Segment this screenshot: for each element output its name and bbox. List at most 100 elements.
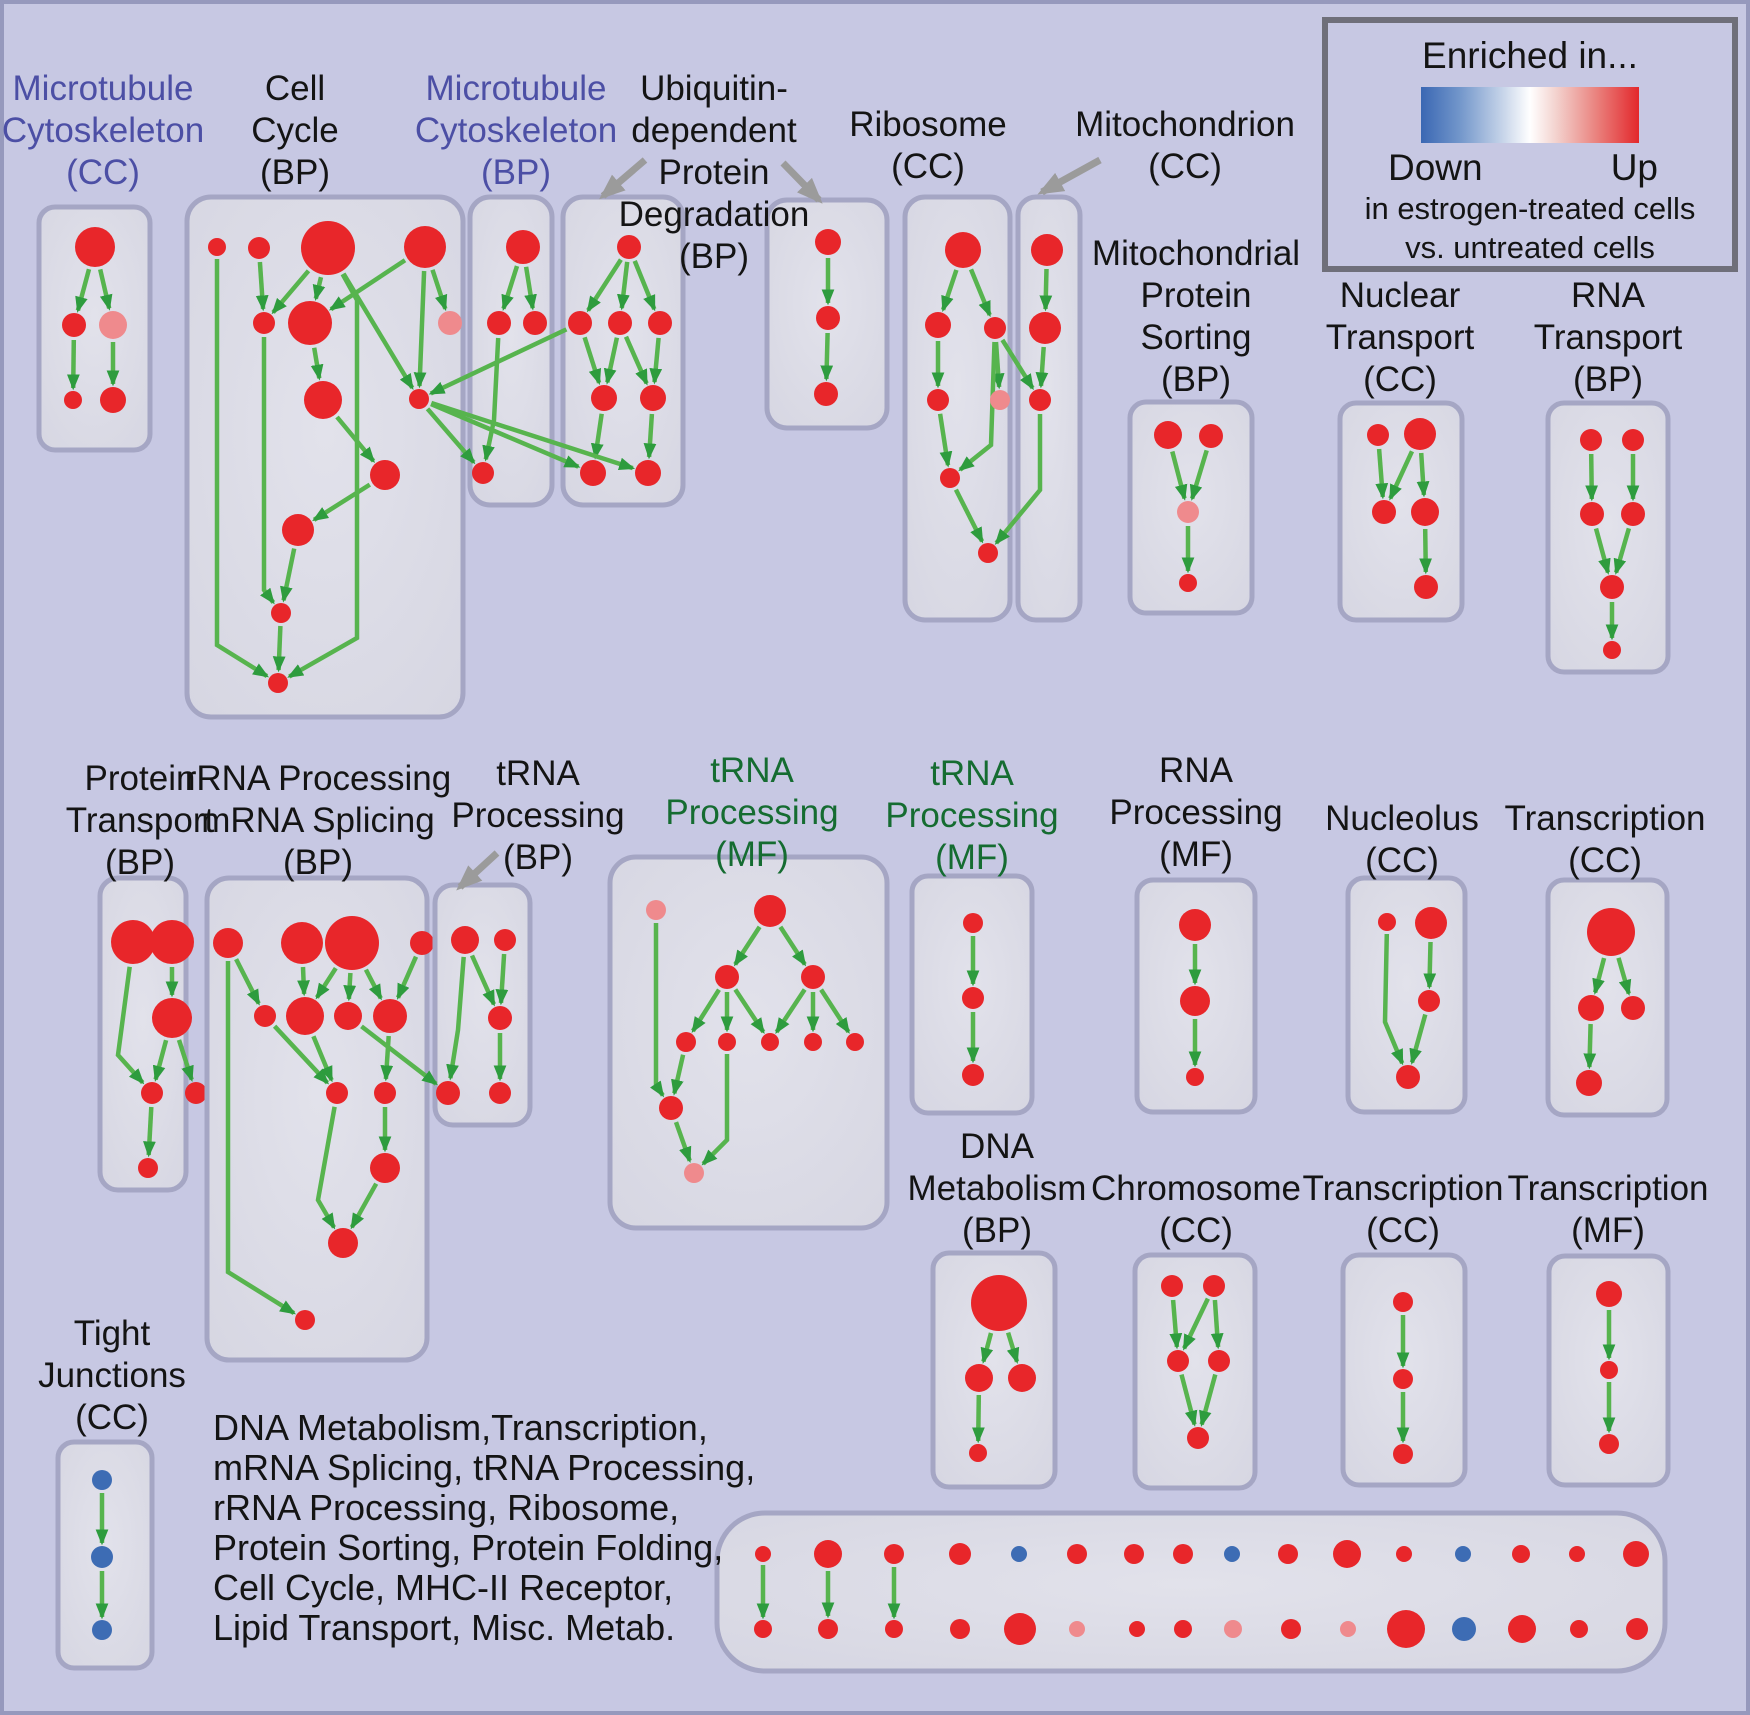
gene-node <box>141 1082 163 1104</box>
edge-arrow <box>1388 450 1415 501</box>
cluster-label: Protein <box>85 759 196 798</box>
gene-node <box>648 311 672 335</box>
gene-node <box>409 389 429 409</box>
edge-arrow <box>774 988 807 1035</box>
gene-node <box>754 895 786 927</box>
edge-arrow <box>1179 1374 1198 1427</box>
misc-text-line: mRNA Splicing, tRNA Processing, <box>213 1447 756 1488</box>
legend: Enriched in... Down Up in estrogen-treat… <box>1322 17 1738 272</box>
edge-arrow <box>1592 957 1607 995</box>
gene-node <box>1512 1545 1530 1563</box>
edge-arrow <box>152 1039 169 1082</box>
edge-arrow <box>75 268 92 313</box>
edge-arrow <box>260 337 276 605</box>
legend-downup-row: Down Up <box>1328 147 1732 189</box>
cluster-label: Cytoskeleton <box>415 111 617 150</box>
gene-node <box>814 1540 842 1568</box>
edge-arrow <box>971 1394 985 1444</box>
edge-arrow <box>312 482 372 522</box>
edge-arrow <box>650 923 665 1098</box>
cluster-transcription-cc-upper: Transcription(CC) <box>1505 799 1706 1118</box>
edge-arrow <box>819 988 851 1034</box>
cross-box-edge-arrow <box>430 402 581 469</box>
cluster-label: Processing <box>885 796 1058 835</box>
edge-arrow <box>1375 448 1389 500</box>
edge-arrow <box>1039 268 1053 312</box>
gene-node <box>1414 575 1438 599</box>
edge-arrow <box>603 337 620 385</box>
gene-node <box>1004 1613 1036 1645</box>
gene-node <box>816 306 840 330</box>
cluster-label: (BP) <box>105 843 175 882</box>
cluster-label: Junctions <box>38 1356 186 1395</box>
edge-arrow <box>940 269 959 313</box>
cluster-label: Protein <box>1141 276 1252 315</box>
gene-node <box>591 385 617 411</box>
cluster-label: Transport <box>1534 318 1683 357</box>
edge-arrow <box>582 336 602 386</box>
cluster-label: Ribosome <box>849 105 1007 144</box>
gene-node <box>438 311 462 335</box>
gene-node <box>950 1619 970 1639</box>
cluster-ubiquitin-dependent-protein-degradation-bp: Ubiquitin-dependentProteinDegradation(BP… <box>560 69 890 508</box>
edge-arrow <box>143 1106 156 1158</box>
gene-node <box>494 929 516 951</box>
gene-node <box>370 460 400 490</box>
edge-arrow <box>310 347 324 381</box>
gene-node <box>1177 501 1199 523</box>
label-pointer-arrow <box>599 157 648 200</box>
cluster-label: (CC) <box>1148 147 1222 186</box>
cluster-label: Mitochondrion <box>1075 105 1295 144</box>
edge-arrow <box>272 625 286 673</box>
edge-arrow <box>315 1106 337 1230</box>
legend-subtitle-2: vs. untreated cells <box>1405 230 1655 265</box>
gene-node <box>92 1470 112 1490</box>
gene-node <box>301 221 355 275</box>
cluster-box <box>184 194 466 720</box>
edge-arrow <box>632 260 657 312</box>
gene-node <box>1011 1546 1027 1562</box>
gene-node <box>617 235 641 259</box>
gene-node <box>814 382 838 406</box>
cluster-transcription-cc-lower: Transcription(CC) <box>1303 1169 1504 1488</box>
edge-arrow <box>1409 1013 1428 1065</box>
gene-node <box>971 1275 1027 1331</box>
gene-node <box>1599 1434 1619 1454</box>
edge-arrow <box>623 335 649 386</box>
cluster-label: Chromosome <box>1091 1169 1301 1208</box>
gene-node <box>213 928 243 958</box>
misc-text-line: Protein Sorting, Protein Folding, <box>213 1527 724 1568</box>
cluster-label: (CC) <box>891 147 965 186</box>
edge-arrow <box>673 1121 692 1163</box>
gene-node <box>506 230 540 264</box>
cross-box-edge-arrow <box>1000 338 1035 391</box>
gene-node <box>304 381 342 419</box>
gene-node <box>281 922 323 964</box>
cluster-label: (CC) <box>1568 841 1642 880</box>
gene-node <box>568 311 592 335</box>
cluster-box <box>714 1510 1668 1674</box>
gene-node <box>1180 986 1210 1016</box>
cluster-label: Nuclear <box>1340 276 1461 315</box>
gene-node <box>815 229 841 255</box>
cluster-label: Sorting <box>1141 318 1252 357</box>
edge-arrow <box>953 488 985 544</box>
cluster-label: (CC) <box>75 1398 149 1437</box>
edge-arrow <box>280 548 297 603</box>
gene-node <box>1580 429 1602 451</box>
edge-arrow <box>363 968 383 1001</box>
gene-node <box>1278 1544 1298 1564</box>
edge-arrow <box>1169 1299 1183 1350</box>
gene-node <box>1179 909 1211 941</box>
label-pointer-arrow <box>780 160 823 204</box>
label-pointer-arrow <box>1037 156 1102 196</box>
gene-node <box>404 226 446 268</box>
gene-node <box>1129 1621 1145 1637</box>
gene-node <box>489 1082 511 1104</box>
cluster-label: (CC) <box>1365 841 1439 880</box>
gene-node <box>962 1064 984 1086</box>
gene-node <box>1587 908 1635 956</box>
